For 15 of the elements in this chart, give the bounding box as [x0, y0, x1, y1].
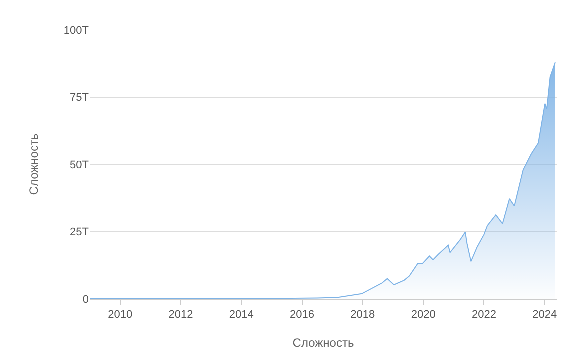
- x-tick-label: 2018: [350, 309, 376, 322]
- x-tick-label: 2022: [472, 309, 496, 322]
- y-tick-label: 75T: [70, 92, 90, 104]
- y-tick-label: 50T: [70, 159, 90, 172]
- y-tick-label: 25T: [70, 226, 90, 239]
- y-tick-label: 100T: [64, 24, 90, 37]
- y-tick-label: 0: [82, 294, 89, 306]
- x-tick-label: 2010: [108, 309, 133, 322]
- x-tick-label: 2024: [532, 309, 558, 322]
- x-tick-label: 2020: [411, 309, 436, 322]
- y-axis-title: Сложность: [27, 134, 42, 196]
- x-tick-label: 2014: [229, 309, 254, 322]
- x-tick-label: 2012: [168, 309, 194, 322]
- x-tick-label: 2016: [290, 309, 315, 322]
- x-axis-title: Сложность: [292, 336, 354, 350]
